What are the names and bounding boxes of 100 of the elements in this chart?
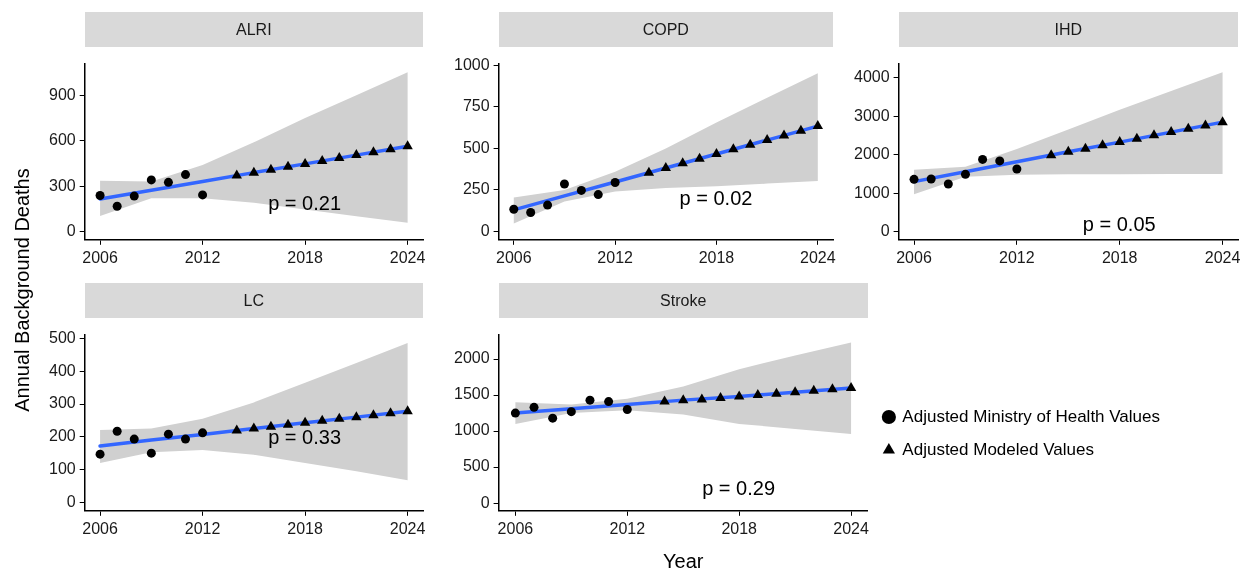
point (778, 129, 790, 139)
point (978, 154, 988, 164)
annotation: p = 0.02 (679, 186, 753, 209)
x-tick-label: 2024 (389, 248, 426, 266)
point (1114, 136, 1125, 146)
x-tick-label: 2024 (800, 248, 836, 266)
chart-title: Stroke (498, 283, 868, 318)
x-tick-label: 2012 (609, 519, 646, 537)
y-tick-label: 0 (480, 221, 490, 239)
point (351, 149, 362, 159)
point (129, 434, 139, 444)
point (163, 429, 173, 439)
point (146, 175, 156, 185)
y-tick-label: 1000 (854, 183, 890, 201)
x-tick-label: 2018 (698, 248, 735, 266)
y-tick-label: 100 (48, 459, 76, 477)
y-axis-title: Annual Background Deaths (10, 168, 34, 412)
point (610, 177, 620, 187)
chart-title: ALRI (84, 12, 423, 47)
annotation: p = 0.21 (268, 191, 341, 215)
y-tick-label: 1000 (454, 421, 490, 439)
point (795, 124, 807, 134)
point (368, 409, 379, 419)
point (576, 185, 586, 195)
point (282, 160, 294, 170)
y-tick-label: 500 (48, 328, 76, 346)
point (181, 434, 190, 444)
point (694, 152, 705, 162)
point (960, 169, 970, 179)
y-tick-label: 600 (48, 131, 76, 149)
y-tick-label: 300 (48, 176, 76, 194)
y-tick-label: 0 (480, 493, 490, 511)
annotation: p = 0.05 (1082, 212, 1156, 236)
point (1012, 164, 1022, 174)
point (711, 148, 722, 158)
chart-title: COPD (498, 12, 833, 47)
y-tick-label: 4000 (854, 68, 890, 86)
point (1063, 145, 1074, 155)
point (1217, 116, 1228, 126)
point (95, 449, 105, 459)
x-tick-label: 2012 (184, 519, 221, 537)
x-tick-label: 2024 (1204, 248, 1241, 266)
point (526, 208, 536, 218)
annotation: p = 0.29 (702, 476, 776, 500)
point (643, 166, 655, 176)
point (265, 420, 277, 430)
point (385, 143, 396, 153)
point (812, 120, 823, 130)
point (265, 163, 277, 173)
y-tick-label: 0 (66, 221, 76, 239)
y-tick-label: 0 (880, 221, 890, 239)
point (1165, 126, 1177, 136)
x-tick-label: 2018 (287, 248, 323, 266)
y-tick-label: 300 (48, 394, 76, 412)
point (402, 405, 413, 415)
x-tick-label: 2006 (497, 519, 534, 537)
point (351, 411, 362, 421)
point (677, 157, 688, 167)
point (95, 190, 105, 200)
point (385, 407, 396, 417)
point (509, 204, 519, 214)
x-tick-label: 2006 (496, 248, 532, 266)
x-tick-label: 2018 (287, 519, 323, 537)
y-tick-label: 750 (462, 97, 490, 115)
legend-label: Adjusted Modeled Values (902, 439, 1094, 459)
point (402, 140, 413, 150)
y-tick-label: 250 (462, 180, 490, 198)
point (198, 190, 208, 200)
point (368, 146, 379, 156)
y-tick-label: 200 (48, 427, 76, 445)
point (282, 418, 294, 428)
y-tick-label: 900 (48, 85, 76, 103)
point (299, 157, 311, 167)
chart-title: LC (84, 283, 423, 318)
point (231, 169, 242, 179)
point (334, 151, 345, 161)
point (1131, 132, 1143, 142)
point (163, 177, 173, 187)
point (181, 170, 190, 180)
point (299, 416, 311, 426)
point (660, 161, 671, 171)
point (1080, 142, 1091, 152)
x-tick-label: 2024 (389, 519, 426, 537)
x-tick-label: 2018 (1101, 248, 1138, 266)
point (543, 200, 553, 210)
point (198, 428, 208, 438)
point (317, 414, 328, 424)
x-tick-label: 2012 (597, 248, 634, 266)
y-tick-label: 2000 (854, 145, 890, 163)
y-tick-label: 1500 (454, 385, 490, 403)
point (593, 190, 603, 200)
point (745, 138, 756, 148)
x-tick-label: 2018 (721, 519, 758, 537)
x-axis-title: Year (663, 550, 704, 573)
y-tick-label: 3000 (854, 106, 890, 124)
point (129, 191, 139, 201)
y-tick-label: 500 (462, 138, 490, 156)
y-tick-label: 2000 (454, 349, 490, 367)
point (1183, 122, 1194, 132)
point (943, 179, 953, 189)
